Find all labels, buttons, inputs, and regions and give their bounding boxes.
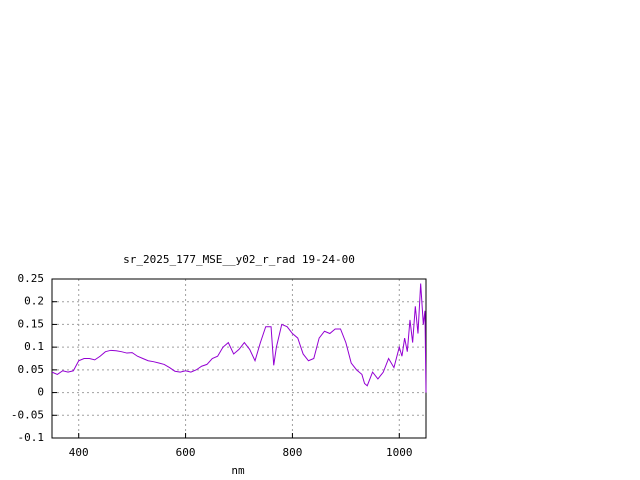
x-axis-label: nm	[231, 464, 245, 477]
y-tick-label: 0.25	[18, 272, 45, 285]
data-line	[51, 283, 427, 393]
y-tick-label: 0	[37, 386, 44, 399]
plot-frame	[51, 278, 427, 439]
y-tick-label: -0.05	[11, 408, 44, 421]
x-tick-label: 400	[69, 446, 89, 459]
x-tick-label: 1000	[386, 446, 413, 459]
x-tick-label: 800	[282, 446, 302, 459]
x-tick-label: 600	[176, 446, 196, 459]
y-tick-label: 0.2	[24, 295, 44, 308]
y-tick-label: -0.1	[18, 431, 45, 444]
y-tick-label: 0.15	[18, 317, 45, 330]
y-tick-label: 0.05	[18, 363, 45, 376]
y-tick-label: 0.1	[24, 340, 44, 353]
chart-title: sr_2025_177_MSE__y02_r_rad 19-24-00	[123, 253, 355, 266]
